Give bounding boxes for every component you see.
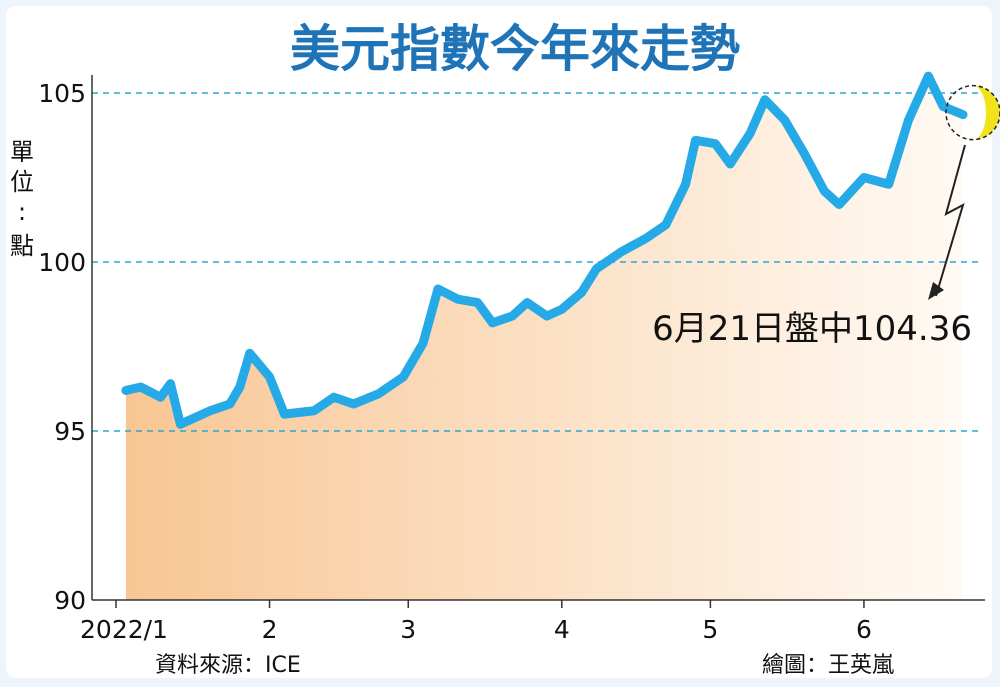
y-tick-label: 105	[38, 79, 86, 108]
highlight-ring	[945, 84, 1000, 141]
y-axis-label-char: :	[18, 198, 26, 226]
x-tick-label: 2	[262, 615, 278, 644]
data-point	[861, 175, 867, 180]
data-point	[579, 289, 585, 295]
data-point	[940, 104, 946, 110]
data-point	[281, 411, 287, 417]
data-point	[376, 391, 382, 397]
data-point	[821, 188, 827, 194]
data-point	[663, 222, 669, 228]
data-point	[593, 266, 599, 272]
series-line	[121, 71, 968, 429]
data-point	[247, 350, 253, 356]
data-point	[836, 202, 842, 208]
area-fill	[125, 76, 963, 601]
data-point	[351, 401, 357, 407]
y-axis-label-char: 位	[10, 168, 34, 196]
data-point	[559, 306, 565, 312]
arrow-head	[928, 282, 944, 300]
data-point	[524, 300, 530, 306]
data-point	[712, 141, 718, 147]
y-axis-label-char: 點	[10, 232, 34, 260]
data-point	[801, 151, 807, 157]
x-tick-label: 3	[400, 615, 416, 644]
data-point	[886, 181, 892, 187]
x-tick-label: 2022/1	[80, 615, 168, 644]
credit-note: 繪圖：王英嵐	[762, 653, 894, 678]
data-point	[925, 73, 931, 79]
annotation-arrow	[935, 144, 966, 297]
x-tick-label: 4	[554, 615, 570, 644]
y-axis-label: 單位: 點	[10, 138, 34, 260]
data-point	[420, 340, 426, 346]
data-point	[509, 313, 515, 319]
data-point	[177, 421, 183, 427]
data-point	[400, 374, 406, 380]
data-point	[237, 384, 243, 390]
chart-title: 美元指數今年來走勢	[290, 20, 740, 78]
y-tick-label: 100	[38, 248, 86, 277]
x-tick-label: 5	[702, 615, 718, 644]
data-point	[331, 394, 337, 400]
data-point	[138, 384, 144, 390]
data-point	[643, 235, 649, 241]
data-point	[227, 401, 233, 407]
data-point	[727, 161, 733, 167]
data-point	[267, 374, 273, 380]
data-point	[489, 320, 495, 326]
data-point	[207, 408, 213, 414]
data-point	[747, 131, 753, 137]
data-point	[618, 249, 624, 255]
data-point	[782, 117, 788, 123]
data-point	[123, 387, 129, 393]
data-point	[906, 117, 912, 123]
y-tick-label: 90	[54, 586, 86, 615]
data-point	[475, 300, 481, 306]
data-point	[960, 112, 966, 118]
data-point	[167, 381, 173, 387]
annotation-label: 6月21日盤中104.36	[652, 309, 972, 349]
source-note: 資料來源：ICE	[155, 653, 301, 678]
data-point	[693, 137, 699, 143]
x-tick-label: 6	[856, 615, 872, 644]
y-axis-label-char: 單	[10, 138, 34, 166]
data-point	[762, 97, 768, 103]
highlight-marker	[973, 85, 1000, 140]
data-point	[158, 394, 164, 400]
y-tick-label: 95	[54, 417, 86, 446]
data-point	[435, 286, 441, 292]
data-point	[311, 408, 317, 414]
data-point	[455, 296, 461, 302]
data-point	[683, 181, 689, 187]
data-point	[544, 313, 550, 319]
